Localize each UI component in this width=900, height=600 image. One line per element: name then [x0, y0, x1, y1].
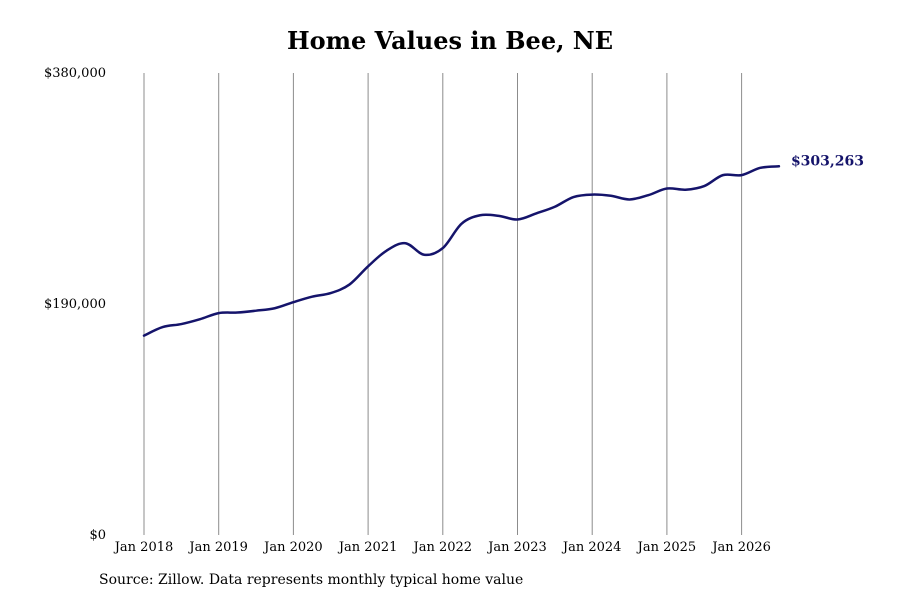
series-group — [142, 165, 781, 337]
x-tick-label: Jan 2019 — [187, 540, 248, 555]
x-tick-label: Jan 2020 — [262, 540, 323, 555]
y-tick-label: $0 — [89, 528, 106, 543]
y-tick-label: $380,000 — [44, 66, 106, 81]
x-tick-label: Jan 2024 — [561, 540, 622, 555]
x-tick-label: Jan 2021 — [337, 540, 398, 555]
chart-title: Home Values in Bee, NE — [286, 26, 614, 55]
grid-lines — [143, 73, 743, 535]
x-tick-label: Jan 2026 — [710, 540, 771, 555]
x-tick-label: Jan 2018 — [113, 540, 174, 555]
y-tick-label: $190,000 — [44, 297, 106, 312]
x-tick-label: Jan 2022 — [412, 540, 473, 555]
source-note: Source: Zillow. Data represents monthly … — [99, 572, 524, 588]
x-tick-label: Jan 2023 — [486, 540, 547, 555]
y-axis: $0 $190,000 $380,000 — [44, 66, 106, 543]
last-value-label: $303,263 — [791, 153, 864, 169]
series-line — [142, 165, 781, 337]
x-axis: Jan 2018 Jan 2019 Jan 2020 Jan 2021 Jan 2022… — [113, 540, 771, 555]
x-tick-label: Jan 2025 — [636, 540, 697, 555]
